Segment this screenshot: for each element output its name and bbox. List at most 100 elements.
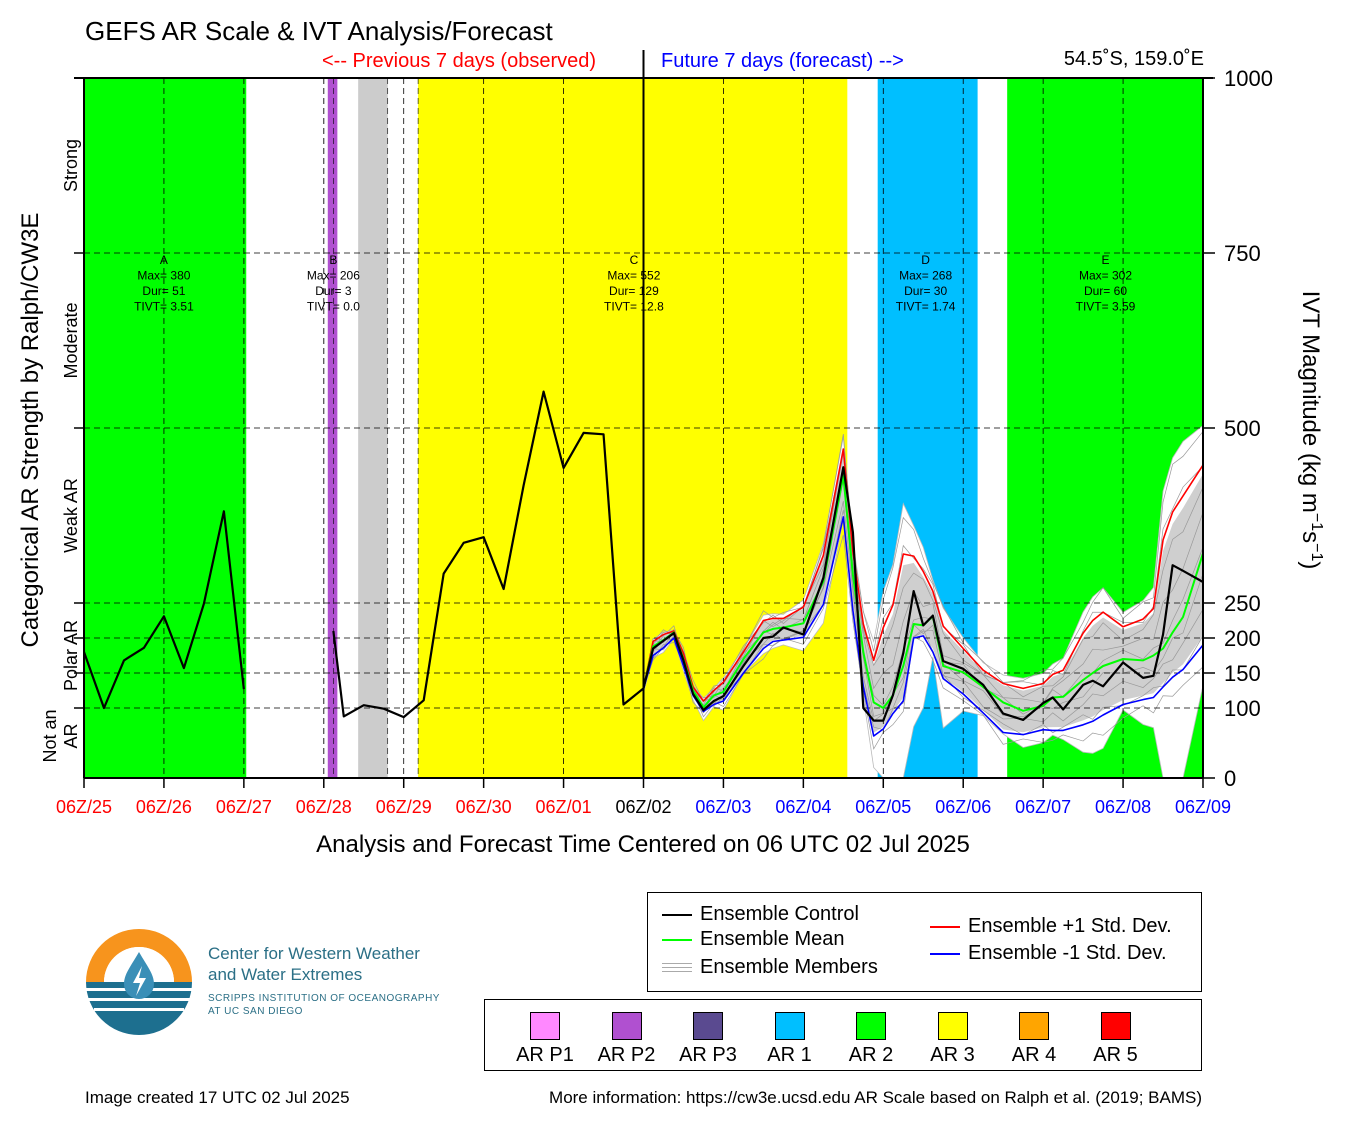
- members-core: [643, 451, 1203, 733]
- scale-label: AR P2: [597, 1044, 656, 1066]
- scale-item-ar-2: AR 2: [831, 1012, 911, 1067]
- scale-label: AR 2: [848, 1044, 894, 1066]
- scale-item-ar-5: AR 5: [1076, 1012, 1156, 1067]
- ensemble-member-line: [643, 470, 1204, 706]
- category-label: Weak AR: [61, 478, 81, 553]
- scale-label: AR 4: [1011, 1044, 1057, 1066]
- right-axis-label: IVT Magnitude (kg m−1s−1): [1297, 291, 1325, 570]
- legend-mean-line: [662, 938, 692, 941]
- event-annotation-e: E: [1101, 253, 1109, 267]
- series-lines: [82, 390, 1204, 737]
- future-days-label: Future 7 days (forecast) -->: [661, 50, 904, 72]
- event-annotation-e: Dur= 60: [1084, 284, 1127, 298]
- series-control-segment: [642, 466, 1204, 722]
- scale-item-ar-p3: AR P3: [668, 1012, 748, 1067]
- scale-label: AR 1: [767, 1044, 812, 1066]
- event-annotation-a: TIVT= 3.51: [134, 300, 194, 314]
- event-annotation-b: Dur= 3: [315, 284, 352, 298]
- x-tick-label: 06Z/25: [56, 797, 112, 817]
- scale-swatch: [611, 1012, 642, 1040]
- legend-minus-std-label: Ensemble -1 Std. Dev.: [968, 942, 1167, 964]
- legend-members-label: Ensemble Members: [700, 956, 878, 978]
- y-tick-label: 500: [1224, 416, 1261, 441]
- legend-control-line: [662, 913, 692, 916]
- series-control-segment: [82, 510, 245, 710]
- legend-plus-std-line: [930, 925, 960, 928]
- y-tick-label: 150: [1224, 661, 1261, 686]
- legend-mean: Ensemble Mean: [662, 928, 845, 951]
- event-annotation-d: TIVT= 1.74: [896, 300, 956, 314]
- location-label: 54.5˚S, 159.0˚E: [1063, 48, 1204, 70]
- x-tick-label: 06Z/02: [615, 797, 671, 817]
- event-annotation-d: Dur= 30: [904, 284, 947, 298]
- event-annotation-a: A: [160, 253, 168, 267]
- x-tick-label: 06Z/29: [376, 797, 432, 817]
- ensemble-member-line: [643, 509, 1204, 736]
- x-axis-label: Analysis and Forecast Time Centered on 0…: [316, 831, 970, 858]
- scale-swatch: [693, 1012, 723, 1040]
- chart-title: GEFS AR Scale & IVT Analysis/Forecast: [85, 16, 553, 46]
- category-label: Strong: [61, 139, 81, 192]
- previous-days-label: <-- Previous 7 days (observed): [322, 50, 597, 72]
- cw3e-logo-mark: [86, 929, 192, 1035]
- event-annotation-c: TIVT= 12.8: [604, 300, 664, 314]
- event-annotation-d: D: [921, 253, 930, 267]
- y-tick-label: 100: [1224, 696, 1261, 721]
- y-tick-label: 0: [1224, 766, 1236, 791]
- event-annotation-c: Dur= 129: [609, 284, 659, 298]
- x-tick-label: 06Z/05: [855, 797, 911, 817]
- event-annotation-b: B: [329, 253, 337, 267]
- series-minus-std: [642, 516, 1204, 737]
- event-annotation-b: TIVT= 0.0: [307, 300, 360, 314]
- scale-item-ar-4: AR 4: [994, 1012, 1074, 1067]
- ivt-chart: 0 100 150 200 250 500 750 1000 06Z/25 06Z/26 06Z/2…: [17, 50, 1325, 858]
- ensemble-member-line: [643, 452, 1204, 709]
- footer-info: More information: https://cw3e.ucsd.edu …: [549, 1088, 1202, 1107]
- series-plus-std: [642, 448, 1204, 702]
- x-tick-label: 06Z/01: [536, 797, 592, 817]
- logo-line-4: AT UC SAN DIEGO: [208, 1006, 303, 1017]
- event-annotation-c: Max= 552: [607, 269, 660, 283]
- x-tick-label: 06Z/07: [1015, 797, 1071, 817]
- footer-created: Image created 17 UTC 02 Jul 2025: [85, 1088, 350, 1107]
- scale-swatch: [530, 1012, 560, 1040]
- scale-label: AR P1: [516, 1044, 574, 1066]
- event-annotation-a: Dur= 51: [142, 284, 185, 298]
- band-ar-p2: [327, 78, 338, 778]
- scale-item-ar-p1: AR P1: [505, 1012, 585, 1067]
- y-tick-label: 1000: [1224, 66, 1273, 91]
- series-legend: Ensemble Control Ensemble Mean Ensemble …: [647, 892, 1202, 992]
- event-annotation-c: C: [630, 253, 639, 267]
- y-tick-label: 250: [1224, 591, 1261, 616]
- x-tick-label: 06Z/30: [456, 797, 512, 817]
- event-annotation-e: Max= 302: [1079, 269, 1132, 283]
- scale-swatch: [1019, 1012, 1049, 1040]
- legend-mean-label: Ensemble Mean: [700, 928, 845, 950]
- legend-control-label: Ensemble Control: [700, 903, 859, 925]
- chart-labels: 0 100 150 200 250 500 750 1000 06Z/25 06Z/26 06Z/2…: [17, 66, 1325, 858]
- scale-item-ar-1: AR 1: [750, 1012, 830, 1067]
- ar-scale-legend: AR P1 AR P2 AR P3 AR 1 AR 2 AR 3 AR 4 AR 5: [484, 999, 1202, 1071]
- scale-label: AR 5: [1093, 1044, 1138, 1066]
- y-tick-label: 750: [1224, 241, 1261, 266]
- y-tick-label: 200: [1224, 626, 1261, 651]
- scale-swatch: [856, 1012, 886, 1040]
- event-annotation-e: TIVT= 3.59: [1076, 300, 1136, 314]
- x-tick-label: 06Z/06: [935, 797, 991, 817]
- legend-members-lines: [662, 960, 692, 975]
- event-annotation-d: Max= 268: [899, 269, 952, 283]
- scale-swatch: [937, 1012, 968, 1040]
- scale-swatch: [1100, 1012, 1131, 1040]
- legend-minus-std-line: [930, 952, 960, 955]
- event-annotation-a: Max= 380: [137, 269, 190, 283]
- x-tick-label: 06Z/04: [775, 797, 831, 817]
- scale-label: AR 3: [930, 1044, 975, 1066]
- category-label: Polar AR: [61, 620, 81, 691]
- grid-lines: [84, 78, 1203, 778]
- x-tick-label: 06Z/26: [136, 797, 192, 817]
- legend-members: Ensemble Members: [662, 956, 878, 979]
- legend-plus-std-label: Ensemble +1 Std. Dev.: [968, 915, 1172, 937]
- scale-swatch: [774, 1012, 805, 1040]
- left-axis-label: Categorical AR Strength by Ralph/CW3E: [17, 213, 44, 648]
- category-label: AR: [61, 723, 81, 748]
